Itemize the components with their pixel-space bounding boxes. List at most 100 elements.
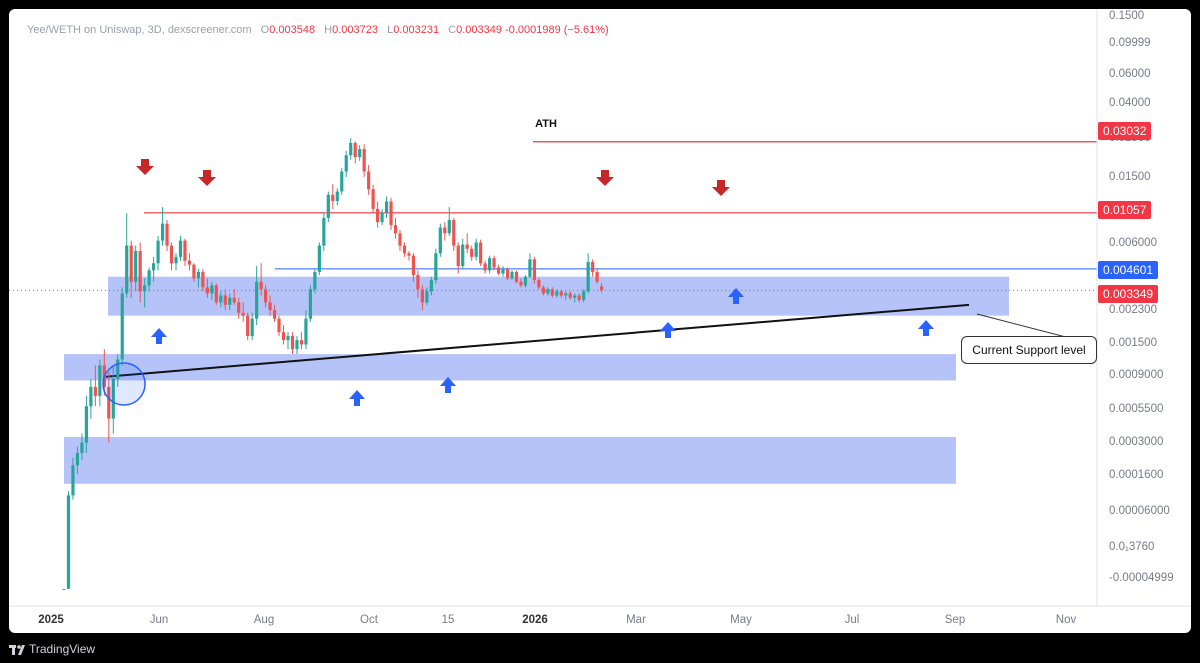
- candle-body: [219, 295, 223, 303]
- candle-body: [335, 191, 339, 201]
- x-tick-label: Jun: [150, 614, 169, 626]
- candle-body: [246, 315, 250, 337]
- up-arrow-icon: [349, 390, 365, 406]
- candle-body: [483, 263, 487, 271]
- candle-body: [143, 285, 147, 292]
- y-tick-label: 0.09999: [1109, 37, 1151, 49]
- candle-body: [452, 220, 456, 246]
- candle-body: [286, 336, 290, 341]
- candle-body: [304, 318, 308, 345]
- candle-body: [250, 318, 254, 337]
- candle-body: [461, 244, 465, 267]
- candle-body: [564, 293, 568, 296]
- up-arrow-icon: [151, 328, 167, 344]
- candle-body: [367, 171, 371, 190]
- candle-body: [322, 217, 326, 246]
- candle-body: [411, 255, 416, 276]
- up-arrow-icon: [918, 320, 934, 336]
- blue-line-price-tag: 0.004601: [1098, 261, 1159, 279]
- candle-body: [501, 268, 505, 274]
- high-value: 0.003723: [332, 24, 379, 36]
- support-zone: [64, 437, 956, 484]
- candle-body: [492, 258, 496, 268]
- candle-body: [308, 289, 312, 319]
- candle-body: [429, 280, 433, 292]
- candle-body: [201, 271, 205, 288]
- candle-body: [443, 227, 447, 234]
- x-axis: 2025 Jun Aug Oct 15 2026 Mar May Jul Sep Nov: [9, 605, 1191, 626]
- candle-body: [470, 248, 474, 257]
- candle-body: [156, 240, 160, 264]
- up-arrow-icon: [728, 288, 744, 304]
- candle-body: [514, 271, 519, 282]
- breakout-circle: [102, 362, 146, 406]
- x-tick-label: Jul: [845, 614, 860, 626]
- candle-body: [407, 253, 411, 256]
- candle-body: [165, 223, 169, 246]
- candle-body: [465, 244, 469, 249]
- ath-price-tag: 0.03032: [1098, 122, 1152, 140]
- candle-body: [129, 245, 133, 282]
- x-tick-label: Oct: [360, 614, 379, 626]
- candle-body: [331, 194, 335, 201]
- candle-body: [519, 281, 523, 286]
- trendline-layer: [105, 303, 970, 378]
- candle-body: [496, 267, 501, 274]
- candle-body: [107, 386, 111, 419]
- high-label: H: [324, 24, 333, 36]
- candle-body: [259, 281, 263, 290]
- x-tick-label: 2025: [38, 614, 64, 626]
- chart-legend-header: Yee/WETH on Uniswap, 3D, dexscreener.com…: [27, 24, 609, 36]
- candle-body: [532, 259, 536, 281]
- y-tick-label: 0.1500: [1109, 10, 1144, 22]
- candle-body: [555, 291, 559, 296]
- price-chart[interactable]: ATH 0.15000.099990.060000.040000.025000.…: [9, 9, 1191, 633]
- candle-body: [111, 378, 115, 419]
- y-tick-label: 0.04000: [1109, 97, 1151, 109]
- x-tick-label: May: [730, 614, 752, 626]
- open-value: 0.003548: [269, 24, 316, 36]
- x-tick-label: Sep: [945, 614, 965, 626]
- candles-layer: [62, 138, 604, 590]
- candle-body: [66, 495, 71, 589]
- support-callout: Current Support level: [961, 336, 1097, 364]
- candle-body: [380, 212, 384, 223]
- candle-body: [62, 588, 66, 590]
- candle-body: [591, 261, 595, 272]
- close-value: 0.003349: [456, 24, 502, 36]
- x-tick-label: 15: [442, 614, 455, 626]
- low-value: 0.003231: [393, 24, 440, 36]
- chart-panel[interactable]: ATH 0.15000.099990.060000.040000.025000.…: [9, 9, 1191, 633]
- candle-body: [362, 149, 366, 172]
- open-label: O: [260, 24, 270, 36]
- x-tick-label: Aug: [254, 614, 274, 626]
- close-label: C: [448, 24, 457, 36]
- candle-body: [488, 258, 492, 271]
- candle-body: [371, 189, 375, 209]
- x-tick-label: Nov: [1056, 614, 1077, 626]
- candle-body: [340, 171, 344, 192]
- candle-body: [510, 271, 514, 279]
- horizontal-levels-layer: ATH: [9, 118, 1097, 291]
- candle-body: [116, 359, 120, 379]
- y-tick-label: 0.001500: [1109, 337, 1157, 349]
- candle-body: [281, 332, 286, 341]
- candle-body: [138, 251, 142, 292]
- candle-body: [255, 281, 259, 319]
- candle-body: [125, 245, 129, 294]
- candle-body: [505, 268, 510, 279]
- ath-label: ATH: [535, 118, 557, 130]
- candle-body: [577, 295, 581, 301]
- candle-body: [456, 245, 460, 267]
- support-zones-layer: [64, 276, 1009, 484]
- x-tick-label: 2026: [522, 614, 548, 626]
- candle-body: [295, 340, 299, 350]
- candle-body: [582, 291, 586, 301]
- tradingview-brand: TradingView: [29, 642, 96, 656]
- tradingview-logo-icon: [9, 644, 25, 655]
- up-arrow-icon: [660, 322, 676, 338]
- down-arrow-icon: [136, 159, 154, 175]
- candle-body: [214, 285, 218, 303]
- candle-body: [528, 259, 532, 277]
- candle-body: [550, 289, 554, 296]
